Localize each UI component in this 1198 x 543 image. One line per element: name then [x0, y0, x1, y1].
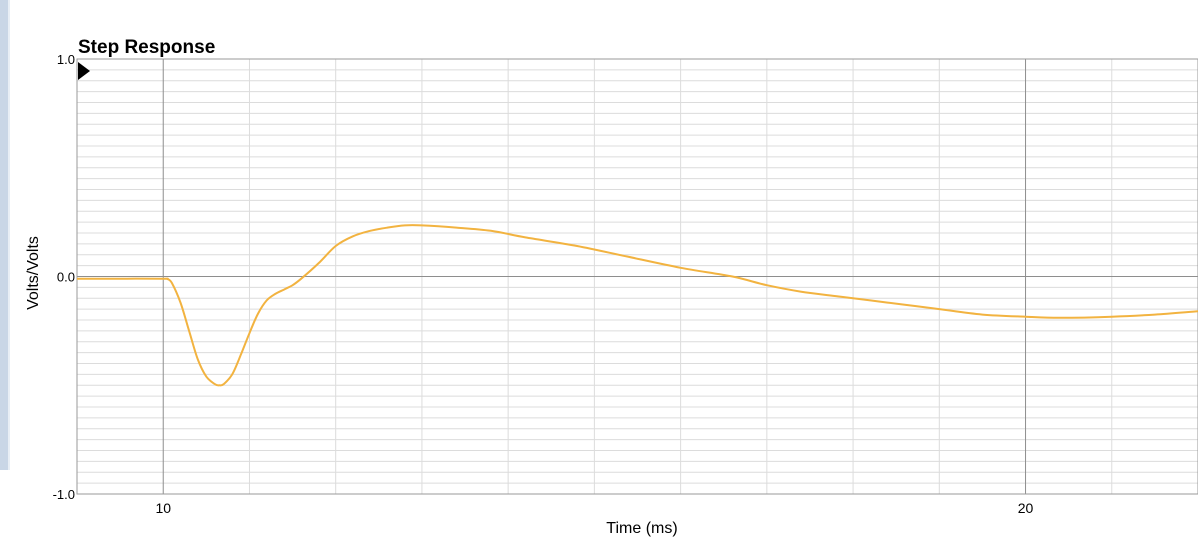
window-edge — [0, 0, 8, 470]
y-tick-label: 0.0 — [57, 270, 75, 285]
start-marker-icon — [78, 62, 90, 80]
y-axis-label: Volts/Volts — [25, 236, 42, 310]
x-axis-label: Time (ms) — [606, 520, 677, 537]
x-tick-label: 10 — [155, 500, 171, 516]
y-tick-label: 1.0 — [57, 52, 75, 67]
x-tick-label: 20 — [1018, 500, 1034, 516]
chart-title: Step Response — [78, 37, 215, 58]
series-group — [76, 224, 1198, 387]
y-tick-label: -1.0 — [53, 487, 75, 502]
x-tick-labels: 10 20 — [155, 500, 1033, 516]
plot-frame — [76, 58, 1198, 495]
y-tick-labels: 1.0 0.0 -1.0 — [53, 52, 75, 502]
grid — [76, 59, 1198, 494]
series-line — [76, 224, 1198, 387]
window-edge-highlight — [8, 0, 10, 470]
